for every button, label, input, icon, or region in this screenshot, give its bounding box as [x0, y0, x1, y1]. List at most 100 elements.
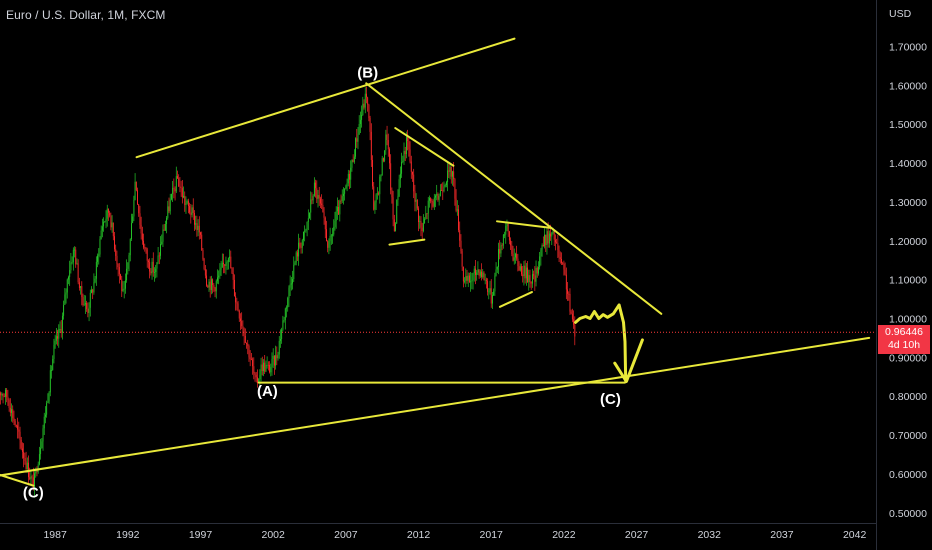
candle-body [418, 208, 419, 223]
candle [522, 265, 524, 283]
candle-body [557, 243, 559, 251]
candle [250, 352, 252, 361]
candle [138, 203, 140, 217]
candle-body [339, 200, 341, 215]
candle-body [0, 392, 2, 396]
candle-body [420, 221, 422, 228]
candle-body [507, 224, 509, 232]
candle [455, 189, 457, 213]
candle-body [120, 274, 122, 280]
candle-body [408, 141, 410, 150]
candle-body [232, 273, 234, 280]
candle [0, 391, 2, 405]
candle-body [427, 200, 429, 214]
candle [295, 250, 297, 266]
candle-body [178, 178, 180, 187]
candle-body [512, 253, 514, 261]
trend-line[interactable] [394, 127, 455, 167]
candle-body [389, 149, 390, 164]
candle-body [280, 339, 281, 341]
candle [384, 150, 386, 163]
trend-line[interactable] [0, 473, 35, 487]
candle [479, 269, 481, 278]
candle [482, 269, 484, 279]
candle-body [236, 302, 238, 304]
candle [212, 278, 214, 294]
candle-body [7, 396, 9, 400]
candle-body [201, 234, 203, 251]
candle-body [421, 227, 423, 231]
candle [25, 451, 27, 473]
candle [128, 252, 130, 272]
candle [322, 199, 324, 213]
candle-body [117, 263, 119, 268]
candle-body [384, 150, 386, 161]
trend-line[interactable] [496, 220, 552, 229]
candle-body [221, 262, 223, 268]
drawings-layer[interactable] [0, 37, 871, 487]
candle [71, 256, 73, 265]
candle-body [545, 234, 547, 245]
candle-body [447, 170, 449, 183]
trend-line[interactable] [498, 291, 533, 308]
trend-line[interactable] [365, 82, 663, 315]
candle [528, 269, 530, 291]
candle-body [126, 268, 128, 281]
projection-path[interactable] [574, 303, 628, 383]
candle [418, 206, 419, 232]
candle-body [303, 231, 304, 241]
candle-body [374, 202, 376, 210]
candle-body [490, 288, 492, 304]
candle [203, 257, 205, 271]
candle-body [304, 230, 306, 232]
candle-body [150, 271, 152, 274]
candle [556, 238, 558, 244]
candle-body [58, 329, 60, 339]
candle-body [198, 225, 200, 233]
candle-body [485, 279, 487, 282]
candle-body [342, 193, 344, 197]
candle-body [61, 315, 63, 333]
candle [395, 222, 396, 232]
candle [110, 212, 112, 231]
candle-body [40, 448, 42, 455]
candle-body [32, 477, 34, 491]
projection-arrowhead[interactable] [613, 338, 644, 383]
candle-body [271, 359, 273, 368]
candle [439, 184, 441, 197]
candle [6, 388, 8, 403]
candle [45, 406, 46, 424]
candle-body [401, 161, 403, 174]
candle-body [531, 274, 533, 284]
candle [403, 142, 405, 166]
candle-body [392, 197, 394, 220]
candle [370, 123, 372, 167]
trend-line[interactable] [0, 336, 871, 477]
candle [266, 356, 268, 369]
trend-line[interactable] [388, 238, 426, 246]
candle-body [470, 281, 472, 283]
candle-body [94, 278, 96, 283]
candle [249, 350, 251, 367]
candle [184, 191, 186, 212]
trend-line[interactable] [135, 37, 516, 159]
candle-body [528, 275, 530, 283]
candle [328, 238, 330, 255]
candle-body [265, 365, 267, 372]
candle [204, 265, 206, 279]
candle-body [133, 200, 135, 217]
price-axis-background[interactable] [876, 0, 932, 550]
candle-body [561, 258, 562, 263]
candle [63, 300, 65, 320]
candle [276, 346, 278, 366]
candle-body [556, 242, 558, 244]
candle [195, 215, 197, 230]
candle-body [43, 416, 45, 429]
candle-body [391, 190, 393, 198]
candle-body [250, 359, 252, 361]
candle-body [502, 234, 504, 246]
candle-body [345, 186, 347, 189]
candle [500, 242, 502, 258]
